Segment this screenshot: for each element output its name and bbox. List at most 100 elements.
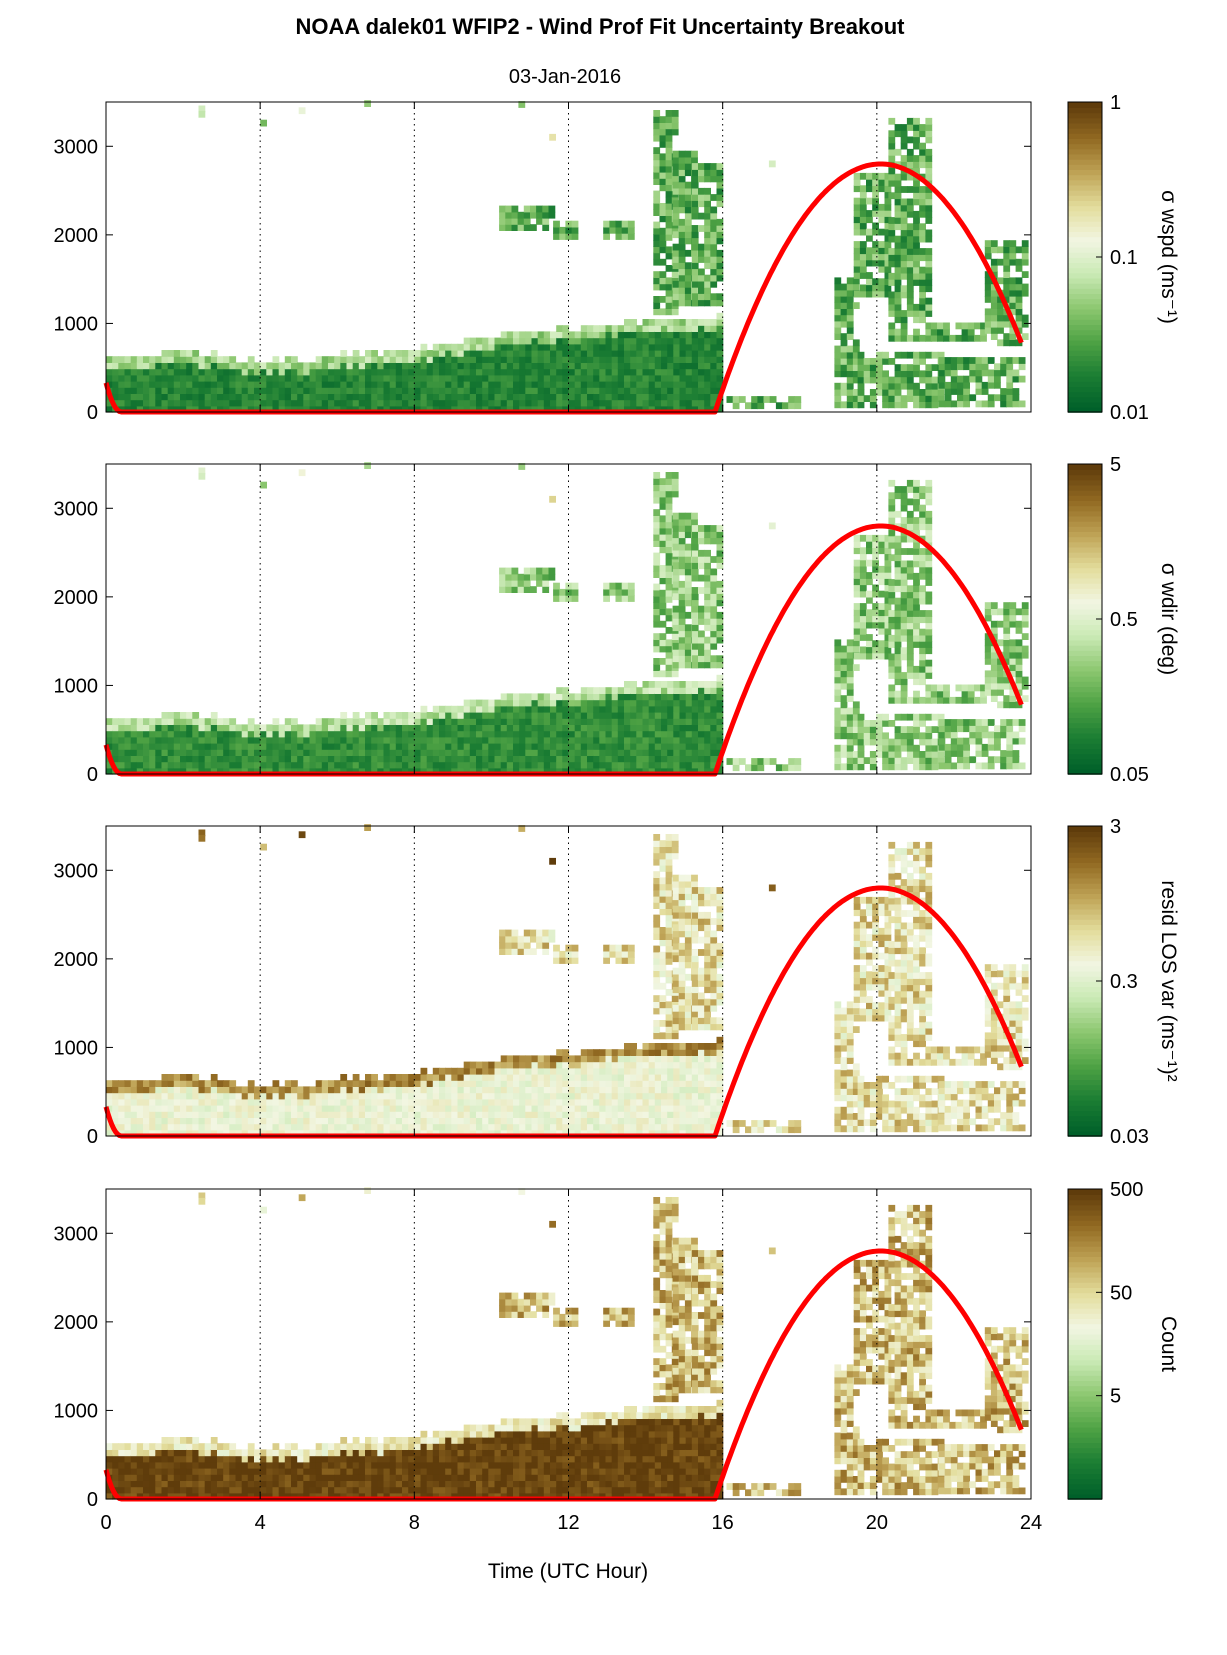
heatmap-cell [136,736,144,744]
heatmap-cell [562,730,570,738]
heatmap-cell [580,730,588,738]
heatmap-cell [878,565,886,573]
heatmap-cell [997,277,1004,285]
heatmap-cell [984,608,992,616]
heatmap-cell [476,350,483,357]
heatmap-cell [667,687,674,694]
heatmap-cell [149,718,156,725]
heatmap-cell [482,368,489,376]
heatmap-cell [894,223,902,231]
heatmap-cell [624,718,631,725]
heatmap-cell [1012,369,1020,377]
heatmap-cell [217,730,224,738]
heatmap-cell [210,712,218,719]
heatmap-cell [653,534,661,541]
heatmap-cell [488,405,496,413]
heatmap-cell [571,220,579,228]
heatmap-cell [969,719,977,726]
heatmap-cell [636,767,644,775]
heatmap-cell [852,351,860,359]
heatmap-cell [1012,731,1020,739]
heatmap-cell [186,368,193,376]
heatmap-cell [667,387,674,394]
heatmap-cell [112,356,119,363]
heatmap-cell [925,696,933,704]
heatmap-cell [334,1086,341,1094]
heatmap-cell [944,719,952,726]
colorbar-segment [1068,143,1102,150]
heatmap-cell [488,381,496,388]
heatmap-cell [698,687,705,694]
heatmap-cell [938,381,946,389]
heatmap-cell [691,231,699,239]
heatmap-cell [673,724,681,732]
heatmap-cell [106,362,113,370]
heatmap-cell [106,405,113,413]
heatmap-cell [840,676,848,684]
heatmap-cell [223,749,230,756]
heatmap-cell [420,767,428,775]
heatmap-cell [894,690,902,698]
heatmap-cell [672,512,680,520]
heatmap-cell [642,693,650,701]
heatmap-cell [383,405,391,413]
heatmap-cell [519,699,526,707]
heatmap-cell [990,289,998,297]
heatmap-cell [925,622,933,630]
heatmap-cell [710,699,718,707]
heatmap-cell [615,226,623,234]
heatmap-cell [505,218,513,225]
heatmap-cell [469,356,477,363]
heatmap-cell [913,328,920,336]
heatmap-cell [241,374,249,382]
heatmap-cell [900,376,908,384]
heatmap-cell [617,755,625,763]
heatmap-cell [198,1129,206,1137]
heatmap-cell [906,498,914,506]
heatmap-cell [587,761,594,769]
heatmap-cell [667,743,674,750]
heatmap-cell [525,368,533,376]
heatmap-cell [136,387,144,394]
heatmap-cell [987,375,995,383]
heatmap-cell [309,1117,317,1125]
heatmap-cell [1015,283,1023,291]
heatmap-cell [593,693,600,701]
heatmap-cell [223,718,230,725]
heatmap-cell [402,356,409,363]
heatmap-cell [834,289,842,297]
heatmap-cell [624,362,631,370]
heatmap-cell [568,405,576,413]
heatmap-cell [340,387,348,394]
heatmap-cell [352,368,360,376]
colorbar-segment [1068,195,1102,201]
heatmap-cell [990,308,998,316]
heatmap-cell [580,405,588,413]
heatmap-cell [900,486,908,493]
heatmap-cell [389,1105,397,1112]
heatmap-cell [1003,296,1011,303]
heatmap-cell [155,1080,163,1087]
heatmap-cell [716,237,724,245]
heatmap-cell [925,713,933,721]
heatmap-cell [272,749,280,756]
heatmap-cell [562,325,570,332]
heatmap-cell [599,761,607,769]
heatmap-cell [352,405,360,413]
heatmap-cell [395,1098,403,1106]
heatmap-cell [568,399,576,407]
heatmap-cell [888,504,896,512]
heatmap-cell [704,649,711,656]
heatmap-cell [894,364,902,371]
heatmap-cell [377,405,385,413]
colorbar-segment [1068,748,1102,755]
heatmap-cell [513,374,520,382]
heatmap-cell [691,743,699,750]
heatmap-cell [556,767,563,775]
heatmap-cell [519,749,526,756]
heatmap-cell [500,381,508,388]
heatmap-cell [1003,314,1011,322]
heatmap-cell [192,1092,200,1100]
heatmap-cell [919,186,926,193]
heatmap-cell [241,724,249,732]
